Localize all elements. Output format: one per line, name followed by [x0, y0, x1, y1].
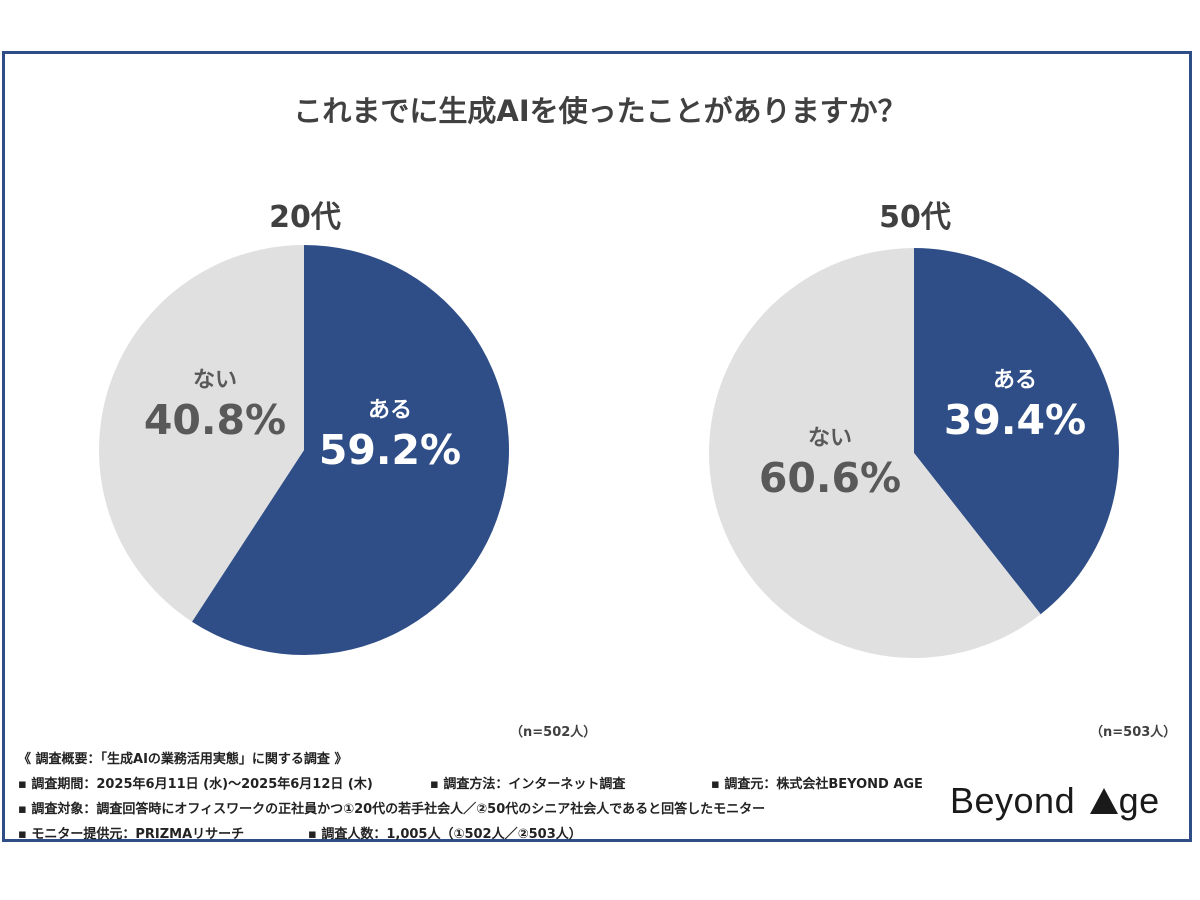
sample-size-20s: （n=502人） [510, 725, 597, 740]
survey-provider: ▪ モニター提供元：PRIZMAリサーチ [18, 827, 245, 842]
triangle-icon [1089, 788, 1118, 814]
survey-method: ▪ 調査方法：インターネット調査 [430, 777, 626, 792]
chart-title-20s: 20代 [269, 200, 341, 235]
logo-text: ge [1118, 780, 1160, 821]
pie-slice-yes [191, 245, 509, 655]
page-title: これまでに生成AIを使ったことがありますか？ [293, 94, 907, 128]
pie-chart-20s [99, 245, 509, 655]
pie-slice-no [709, 248, 1041, 658]
pie-slice-no [99, 245, 304, 622]
survey-row: ▪ 調査期間：2025年6月11日 (水)〜2025年6月12日 (木) ▪ 調査… [18, 772, 923, 797]
pie-label-yes-20s: ある 59.2% [310, 392, 470, 474]
pie-label-yes-50s: ある 39.4% [935, 362, 1095, 444]
slice-value-label: 40.8% [143, 396, 287, 444]
pie-slice-yes [914, 248, 1119, 615]
sample-size-50s: （n=503人） [1090, 725, 1177, 740]
pie-label-no-50s: ない 60.6% [750, 420, 910, 502]
survey-period: ▪ 調査期間：2025年6月11日 (水)〜2025年6月12日 (木) [18, 777, 373, 792]
survey-notes: 《 調査概要：「生成AIの業務活用実態」に関する調査 》 ▪ 調査期間：2025… [18, 747, 923, 847]
survey-count: ▪ 調査人数：1,005人（①502人／②503人） [308, 827, 582, 842]
slice-value-label: 39.4% [943, 396, 1087, 444]
chart-title-50s: 50代 [879, 200, 951, 235]
chart-frame [2, 51, 1192, 842]
slice-category-label: ある [992, 368, 1037, 393]
survey-row: ▪ モニター提供元：PRIZMAリサーチ ▪ 調査人数：1,005人（①502人／… [18, 822, 923, 847]
pie-label-no-20s: ない 40.8% [135, 362, 295, 444]
logo-text: Beyond [950, 780, 1086, 821]
slice-value-label: 60.6% [758, 454, 902, 502]
slice-category-label: ない [807, 426, 852, 451]
survey-target: ▪ 調査対象：調査回答時にオフィスワークの正社員かつ①20代の若手社会人／②50… [18, 802, 766, 817]
pie-chart-50s [709, 248, 1119, 658]
survey-heading: 《 調査概要：「生成AIの業務活用実態」に関する調査 》 [18, 752, 348, 767]
slice-category-label: ない [192, 368, 237, 393]
slice-value-label: 59.2% [318, 426, 462, 474]
beyond-age-logo: Beyond ge [950, 780, 1160, 822]
slice-category-label: ある [367, 398, 412, 423]
survey-source: ▪ 調査元：株式会社BEYOND AGE [711, 777, 923, 792]
